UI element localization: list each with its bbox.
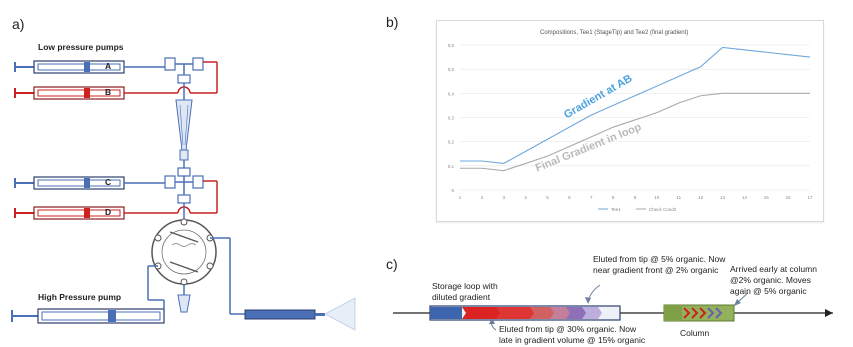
y-tick-label: 0,5	[448, 67, 455, 72]
series-line-tee1	[460, 46, 811, 164]
loop-chevron	[550, 307, 572, 319]
chart-title: Compositions, Tee1 (StageTip) and Tee2 (…	[540, 30, 689, 36]
pump-b-letter: B	[105, 87, 112, 97]
x-tick-label: 12	[698, 195, 704, 200]
x-tick-label: 5	[546, 195, 549, 200]
arrived-early-label: Arrived early at column @2% organic. Mov…	[730, 264, 817, 296]
eluted-tip-5-label: Eluted from tip @ 5% organic. Now near g…	[593, 254, 726, 275]
column-chevron	[715, 307, 723, 319]
column-chevron	[699, 307, 707, 319]
eluted-tip-30-label: Eluted from tip @ 30% organic. Now late …	[499, 324, 646, 345]
column-chevron	[707, 307, 715, 319]
panel-a-label: a)	[12, 16, 25, 32]
y-tick-label: 0,1	[448, 164, 455, 169]
loop-chevron	[566, 307, 588, 319]
y-tick-label: 0,4	[448, 91, 455, 96]
loop-chevron	[582, 307, 602, 319]
stage-tip	[175, 99, 193, 175]
tee-ab	[164, 57, 218, 100]
high-pressure-label: High Pressure pump	[38, 292, 122, 302]
column-segment	[664, 305, 682, 321]
loop-chevron	[530, 307, 556, 319]
series-line-check-cond2	[460, 92, 810, 172]
loop-chevron	[496, 307, 536, 319]
loop-segment	[430, 307, 462, 319]
y-tick-label: 0,3	[448, 116, 455, 121]
switching-valve	[147, 218, 231, 314]
loop-chevron	[462, 307, 502, 319]
y-tick-label: 0,6	[448, 43, 455, 48]
x-tick-label: 3	[502, 195, 505, 200]
pump-a	[14, 60, 165, 74]
x-tick-label: 8	[612, 195, 615, 200]
pump-b	[14, 86, 178, 100]
column-label: Column	[680, 328, 710, 338]
legend-label: Tee1	[611, 207, 621, 212]
panel-b-label: b)	[386, 14, 399, 30]
pump-d-letter: D	[105, 207, 112, 217]
column-chevron	[691, 307, 699, 319]
pump-a-letter: A	[105, 61, 112, 71]
x-tick-label: 7	[590, 195, 593, 200]
x-tick-label: 11	[676, 195, 681, 200]
x-tick-label: 13	[720, 195, 726, 200]
x-tick-label: 4	[524, 195, 527, 200]
x-tick-label: 2	[481, 195, 484, 200]
column-emitter	[230, 297, 356, 331]
x-tick-label: 17	[807, 195, 813, 200]
x-tick-label: 1	[459, 195, 462, 200]
column-chevron	[683, 307, 691, 319]
storage-loop-label: Storage loop with diluted gradient	[432, 281, 498, 302]
panel-c-label: c)	[386, 256, 398, 272]
x-tick-label: 14	[742, 195, 748, 200]
pump-d	[14, 206, 178, 220]
x-tick-label: 15	[764, 195, 770, 200]
low-pressure-label: Low pressure pumps	[38, 42, 124, 52]
high-pressure-pump	[11, 299, 165, 324]
x-tick-label: 10	[654, 195, 660, 200]
y-tick-label: 0	[451, 188, 454, 193]
pump-c-letter: C	[105, 177, 112, 187]
x-tick-label: 16	[786, 195, 792, 200]
tee-cd	[164, 167, 218, 220]
x-tick-label: 9	[634, 195, 637, 200]
pump-c	[14, 176, 165, 190]
y-tick-label: 0,2	[448, 140, 455, 145]
legend-label: Check Cond2	[649, 207, 677, 212]
x-tick-label: 6	[568, 195, 571, 200]
flow-arrowhead	[825, 309, 833, 317]
